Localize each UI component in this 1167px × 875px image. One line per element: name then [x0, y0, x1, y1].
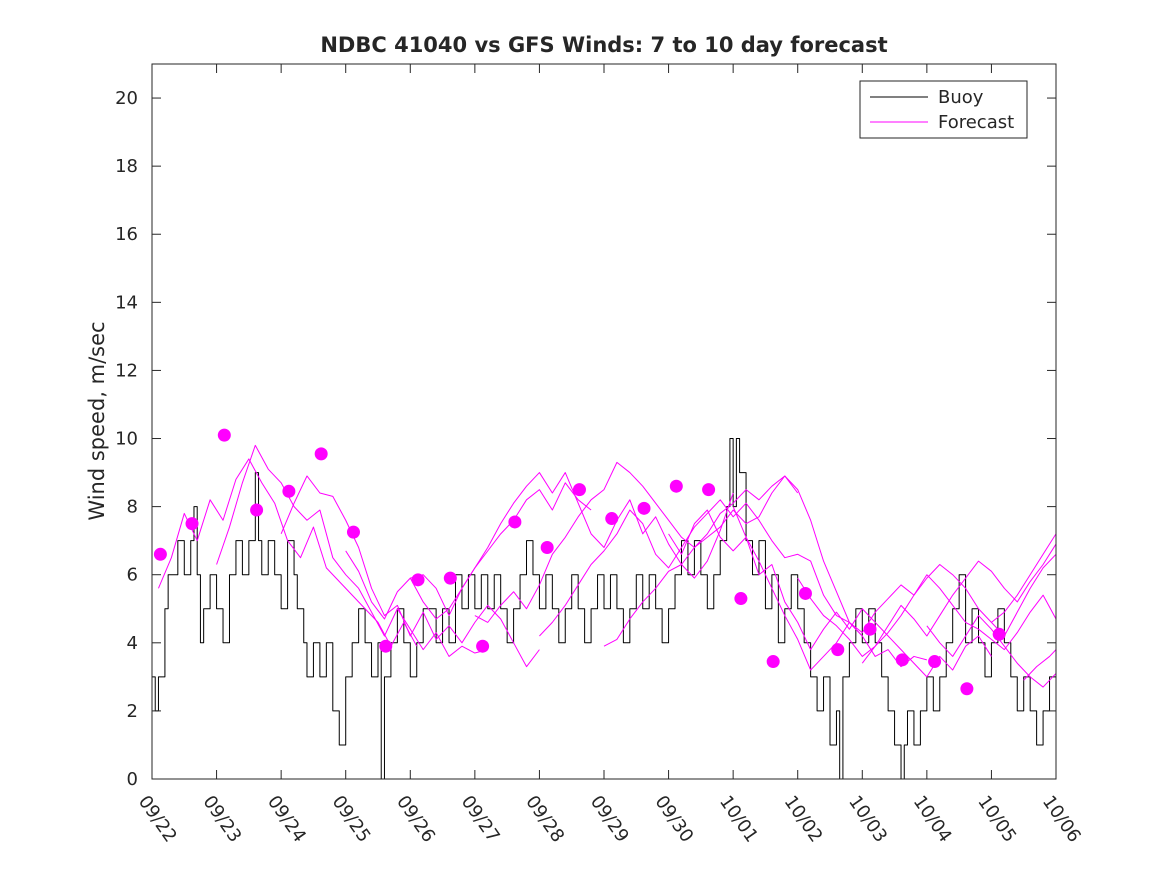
forecast-marker-26 [992, 627, 1006, 641]
y-tick-label: 12 [115, 360, 138, 381]
forecast-marker-24 [928, 655, 942, 669]
series-layer [152, 428, 1056, 779]
plot-area [152, 64, 1056, 779]
forecast-series-line-12 [861, 543, 1056, 664]
forecast-marker-21 [831, 643, 845, 657]
x-tick-label: 09/24 [263, 792, 310, 847]
x-tick-label: 10/02 [780, 792, 827, 847]
forecast-series-line-6 [474, 461, 799, 623]
x-tick-label: 10/04 [909, 792, 956, 847]
forecast-series-line-3 [280, 475, 540, 668]
forecast-marker-19 [766, 655, 780, 669]
x-tick-label: 09/28 [521, 792, 568, 847]
forecast-marker-23 [895, 653, 909, 667]
x-tick-label: 10/05 [973, 792, 1020, 847]
legend-label-buoy: Buoy [938, 87, 984, 108]
forecast-series-line-11 [797, 553, 1056, 657]
forecast-marker-5 [314, 447, 328, 461]
forecast-series-line-10 [732, 506, 1056, 671]
buoy-series-line [152, 438, 1056, 779]
x-tick-label: 09/26 [392, 792, 439, 847]
forecast-marker-2 [217, 428, 231, 442]
x-tick-label: 10/06 [1038, 792, 1085, 847]
forecast-series-line-15 [1023, 648, 1056, 681]
y-tick-label: 14 [115, 292, 138, 313]
y-tick-label: 0 [127, 769, 138, 790]
chart-title: NDBC 41040 vs GFS Winds: 7 to 10 day for… [320, 33, 887, 57]
y-tick-label: 20 [115, 88, 138, 109]
y-tick-label: 16 [115, 224, 138, 245]
forecast-marker-0 [153, 547, 167, 561]
forecast-marker-18 [734, 592, 748, 606]
forecast-series-line-13 [926, 615, 1056, 688]
forecast-series-line-8 [603, 475, 927, 668]
forecast-marker-10 [476, 639, 490, 653]
forecast-marker-17 [702, 483, 716, 497]
y-tick-label: 10 [115, 429, 138, 450]
legend: Buoy Forecast [859, 80, 1028, 139]
forecast-marker-3 [250, 503, 264, 517]
forecast-marker-6 [346, 525, 360, 539]
x-tick-label: 09/29 [586, 792, 633, 847]
y-tick-label: 8 [127, 497, 138, 518]
y-tick-label: 2 [127, 701, 138, 722]
forecast-marker-11 [508, 515, 522, 529]
forecast-series-line-2 [216, 444, 488, 657]
forecast-marker-25 [960, 682, 974, 696]
forecast-series-line-5 [410, 472, 734, 617]
forecast-marker-16 [669, 479, 683, 493]
forecast-marker-4 [282, 484, 296, 498]
y-tick-label: 18 [115, 156, 138, 177]
forecast-marker-1 [185, 517, 199, 531]
forecast-marker-22 [863, 622, 877, 636]
x-tick-label: 09/22 [134, 792, 181, 847]
y-tick-label: 4 [127, 633, 138, 654]
y-axis-label: Wind speed, m/sec [85, 321, 109, 520]
forecast-marker-12 [540, 540, 554, 554]
x-tick-label: 10/01 [715, 792, 762, 847]
y-tick-label: 6 [127, 565, 138, 586]
x-tick-label: 09/23 [198, 792, 245, 847]
legend-box [859, 80, 1028, 139]
x-tick-label: 09/27 [457, 792, 504, 847]
forecast-marker-7 [379, 639, 393, 653]
forecast-series-line-7 [539, 499, 863, 637]
forecast-series-line-1 [157, 458, 418, 647]
forecast-marker-15 [637, 501, 651, 515]
x-tick-label: 09/25 [328, 792, 375, 847]
x-tick-label: 09/30 [650, 792, 697, 847]
forecast-marker-13 [572, 483, 586, 497]
forecast-marker-9 [443, 571, 457, 585]
forecast-marker-20 [798, 586, 812, 600]
forecast-series-line-14 [991, 533, 1056, 623]
plot-background [152, 64, 1056, 779]
legend-label-forecast: Forecast [938, 112, 1014, 133]
forecast-marker-14 [605, 512, 619, 526]
forecast-marker-8 [411, 573, 425, 587]
x-tick-label: 10/03 [844, 792, 891, 847]
